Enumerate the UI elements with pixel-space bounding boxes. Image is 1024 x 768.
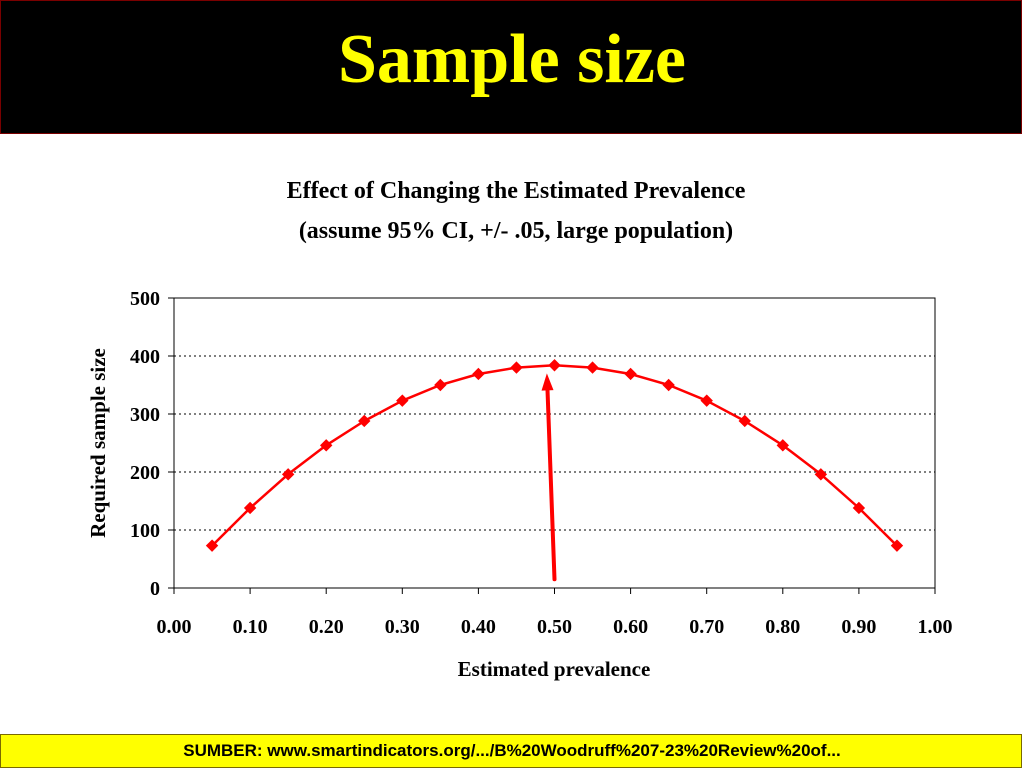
title-bar: Sample size: [0, 0, 1022, 134]
data-point-0.70: [700, 394, 713, 407]
annotation-arrow-shaft: [545, 388, 557, 582]
annotation-arrow-head: [541, 373, 554, 391]
data-point-0.20: [319, 439, 333, 452]
ticks: [168, 297, 936, 594]
data-point-0.85: [814, 468, 828, 481]
data-point-0.40: [472, 367, 485, 381]
source-citation: SUMBER: www.smartindicators.org/.../B%20…: [183, 741, 841, 760]
y-tick-label-0: 0: [150, 578, 160, 600]
y-tick-label-400: 400: [130, 346, 160, 368]
x-tick-label-0.80: 0.80: [765, 616, 800, 638]
x-tick-label-0.90: 0.90: [841, 616, 876, 638]
series-layer: [205, 359, 904, 552]
slide-title: Sample size: [337, 21, 687, 98]
data-point-0.95: [890, 539, 904, 552]
sample-size-chart: Effect of Changing the Estimated Prevale…: [86, 178, 953, 681]
data-point-0.35: [434, 378, 447, 392]
data-point-0.05: [205, 539, 219, 552]
data-point-0.90: [852, 501, 866, 515]
data-point-0.55: [586, 361, 599, 374]
x-tick-label-0.20: 0.20: [309, 616, 344, 638]
x-tick-label-0.60: 0.60: [613, 616, 648, 638]
data-point-0.50: [548, 359, 561, 372]
x-tick-label-0.00: 0.00: [157, 616, 192, 638]
x-tick-label-0.30: 0.30: [385, 616, 420, 638]
data-point-0.30: [396, 394, 409, 407]
x-tick-label-1.00: 1.00: [918, 616, 953, 638]
source-footer: SUMBER: www.smartindicators.org/.../B%20…: [0, 734, 1022, 768]
data-point-0.60: [624, 367, 637, 381]
data-point-0.25: [358, 414, 371, 428]
data-point-0.75: [738, 414, 751, 428]
tick-labels: 0 100 200 300 400 500 0.00 0.10 0.20 0.30 0.40 0.50…: [130, 288, 953, 638]
chart-title-line-1: Effect of Changing the Estimated Prevale…: [287, 178, 746, 204]
data-point-0.45: [510, 361, 523, 374]
x-axis-title: Estimated prevalence: [458, 657, 651, 681]
x-tick-label-0.10: 0.10: [233, 616, 268, 638]
x-tick-label-0.50: 0.50: [537, 616, 572, 638]
x-tick-label-0.70: 0.70: [689, 616, 724, 638]
x-tick-label-0.40: 0.40: [461, 616, 496, 638]
data-point-0.80: [776, 439, 790, 452]
data-point-0.15: [281, 468, 295, 481]
y-tick-label-100: 100: [130, 520, 160, 542]
chart-title-line-2: (assume 95% CI, +/- .05, large populatio…: [299, 218, 733, 244]
y-tick-label-200: 200: [130, 462, 160, 484]
data-point-0.65: [662, 378, 675, 392]
annotations: [541, 373, 557, 582]
y-axis-title: Required sample size: [86, 348, 110, 538]
y-tick-label-500: 500: [130, 288, 160, 310]
y-tick-label-300: 300: [130, 404, 160, 426]
data-point-0.10: [243, 501, 257, 515]
